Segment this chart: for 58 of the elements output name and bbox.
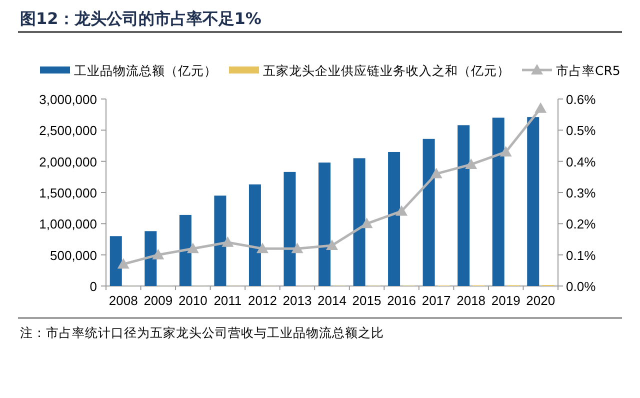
bar — [214, 196, 226, 286]
x-tick-label: 2019 — [491, 293, 520, 308]
point — [222, 236, 234, 247]
point — [534, 102, 547, 113]
x-tick-label: 2016 — [387, 293, 416, 308]
x-tick-label: 2015 — [352, 293, 382, 308]
x-tick-label: 2018 — [456, 293, 486, 308]
legend-label: 市占率CR5 — [556, 63, 620, 78]
point — [291, 242, 304, 254]
point — [430, 168, 442, 178]
x-tick-label: 2010 — [178, 293, 208, 308]
point — [500, 146, 512, 156]
bar — [353, 158, 366, 286]
x-tick-label: 2011 — [214, 293, 242, 308]
y-tick-label: 1,000,000 — [39, 216, 97, 232]
bar — [422, 138, 435, 286]
bar — [179, 214, 192, 286]
y-tick-label: 500,000 — [50, 248, 97, 263]
x-tick-label: 2014 — [318, 293, 346, 308]
bar — [527, 117, 540, 286]
bar — [248, 184, 261, 286]
x-tick-label: 2009 — [144, 293, 173, 308]
legend-label: 五家龙头企业供应链业务收入之和（亿元） — [263, 63, 510, 78]
point — [186, 242, 199, 254]
x-tick-label: 2013 — [282, 293, 312, 308]
y-tick-label: 1,500,000 — [39, 186, 97, 200]
point — [465, 158, 478, 169]
text: 注：市占率统计口径为五家龙头公司营收与工业品物流总额之比 — [20, 325, 384, 340]
y2-tick-label: 0.0% — [566, 279, 596, 294]
y2-tick-label: 0.2% — [566, 216, 596, 232]
bar — [110, 236, 122, 286]
y2-tick-label: 0.3% — [566, 186, 596, 200]
bar — [492, 118, 504, 286]
bar — [388, 152, 400, 286]
y2-tick-label: 0.1% — [566, 248, 596, 263]
point — [152, 248, 164, 260]
legend-label: 工业品物流总额（亿元） — [74, 63, 217, 78]
y-tick-label: 0 — [90, 279, 97, 294]
x-tick-label: 2020 — [526, 293, 556, 308]
y-tick-label: 3,000,000 — [39, 92, 97, 107]
bar — [458, 125, 470, 286]
x-tick-label: 2008 — [108, 293, 138, 308]
point — [360, 218, 373, 228]
y2-tick-label: 0.5% — [566, 123, 596, 138]
y2-tick-label: 0.6% — [566, 92, 596, 107]
y-tick-label: 2,000,000 — [39, 154, 97, 170]
point — [396, 205, 408, 216]
x-tick-label: 2012 — [248, 293, 277, 308]
x-tick-label: 2017 — [422, 293, 451, 308]
bar — [318, 162, 330, 286]
point — [326, 239, 338, 250]
bar — [284, 172, 296, 286]
y-tick-label: 2,500,000 — [39, 123, 97, 138]
bar — [144, 231, 157, 286]
y2-tick-label: 0.4% — [566, 154, 596, 170]
point — [117, 258, 130, 269]
point — [256, 242, 268, 254]
chart-title: 图12：龙头公司的市占率不足1% — [20, 9, 262, 28]
